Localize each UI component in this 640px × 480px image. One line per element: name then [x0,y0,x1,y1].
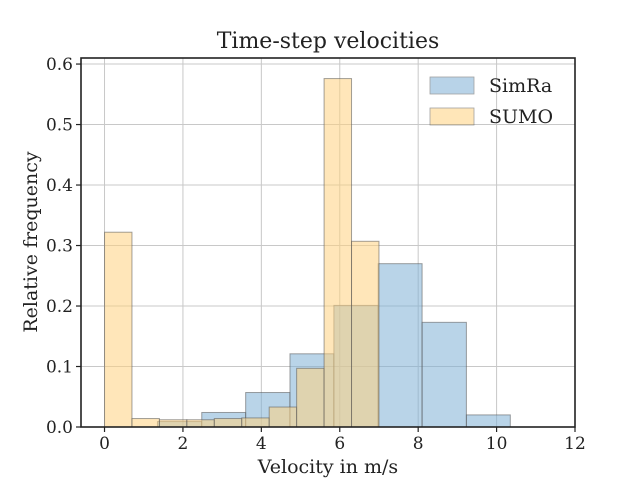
bar-sumo-4 [213,418,243,428]
x-tick-label: 12 [564,434,586,454]
bar-simra-6 [421,321,467,428]
bar-sumo-2 [158,419,188,428]
bar-sumo-1 [131,418,160,428]
x-tick-label: 10 [486,434,508,454]
x-tick-label: 6 [334,434,345,454]
y-tick-label: 0.5 [46,116,73,136]
bar-sumo-0 [104,231,133,428]
legend-swatch-simra [429,76,475,95]
x-tick-label: 8 [413,434,424,454]
histogram-bars [104,78,511,428]
legend-swatch-sumo [429,107,475,126]
y-tick-label: 0.6 [46,55,73,75]
bar-sumo-9 [351,240,380,428]
plot-frame [80,57,576,428]
y-tick-label: 0.0 [46,418,73,438]
axis-ticks: 0 2 4 6 8 10 12 0.0 0.1 0.2 0.3 0.4 0.5 0.6 [46,55,586,454]
y-tick-label: 0.2 [46,297,73,317]
x-tick-label: 0 [99,434,110,454]
y-tick-label: 0.1 [46,358,73,378]
bar-sumo-8 [323,78,353,428]
bar-simra-7 [465,414,511,428]
bar-sumo-3 [186,419,215,428]
bar-sumo-7 [296,367,325,428]
y-axis-label: Relative frequency [20,151,42,333]
bar-simra-5 [377,263,423,428]
legend-label-sumo: SUMO [489,106,553,128]
x-axis-label: Velocity in m/s [257,456,398,478]
bar-sumo-6 [268,406,298,428]
x-tick-label: 2 [178,434,189,454]
legend: SimRa SUMO [429,75,553,128]
y-tick-label: 0.3 [46,237,73,257]
legend-label-simra: SimRa [489,75,552,97]
chart-title: Time-step velocities [217,29,440,54]
y-tick-label: 0.4 [46,176,73,196]
x-tick-label: 4 [256,434,267,454]
bar-sumo-5 [241,417,270,428]
